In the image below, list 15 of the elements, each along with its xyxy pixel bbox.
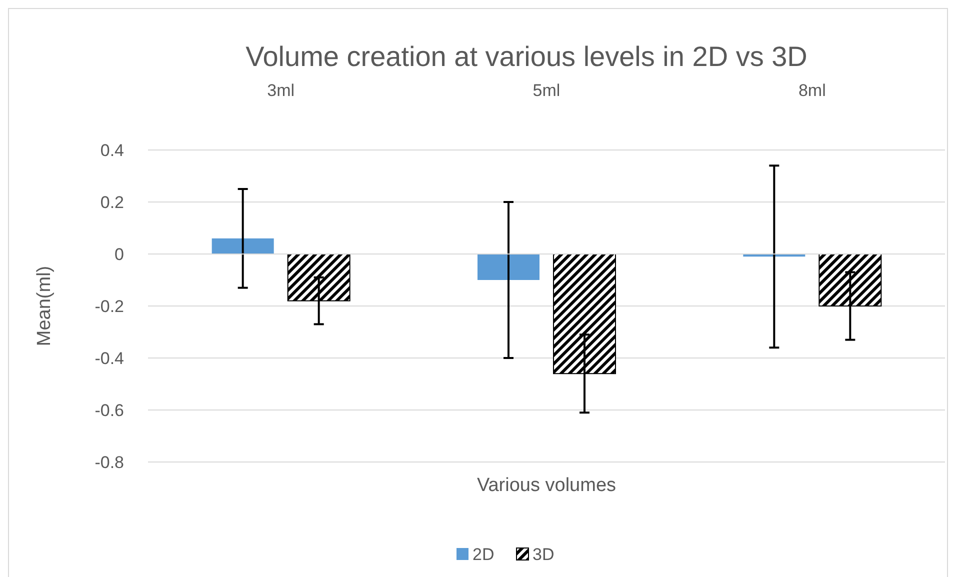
y-axis-title: Mean(ml)	[34, 266, 55, 346]
legend-label: 2D	[472, 545, 494, 564]
x-tick-label: 3ml	[267, 81, 295, 100]
y-tick-label: 0	[114, 245, 124, 264]
chart-title: Volume creation at various levels in 2D vs 3D	[246, 41, 808, 72]
y-tick-label: 0.2	[100, 193, 124, 212]
legend-label: 3D	[532, 545, 554, 564]
x-tick-label: 5ml	[532, 81, 560, 100]
y-tick-label: -0.4	[94, 349, 124, 368]
x-axis-title: Various volumes	[476, 475, 616, 496]
x-tick-label: 8ml	[798, 81, 826, 100]
y-tick-label: -0.2	[94, 297, 124, 316]
y-tick-label: 0.4	[100, 141, 124, 160]
y-tick-label: -0.6	[94, 401, 124, 420]
y-tick-label: -0.8	[94, 453, 124, 472]
